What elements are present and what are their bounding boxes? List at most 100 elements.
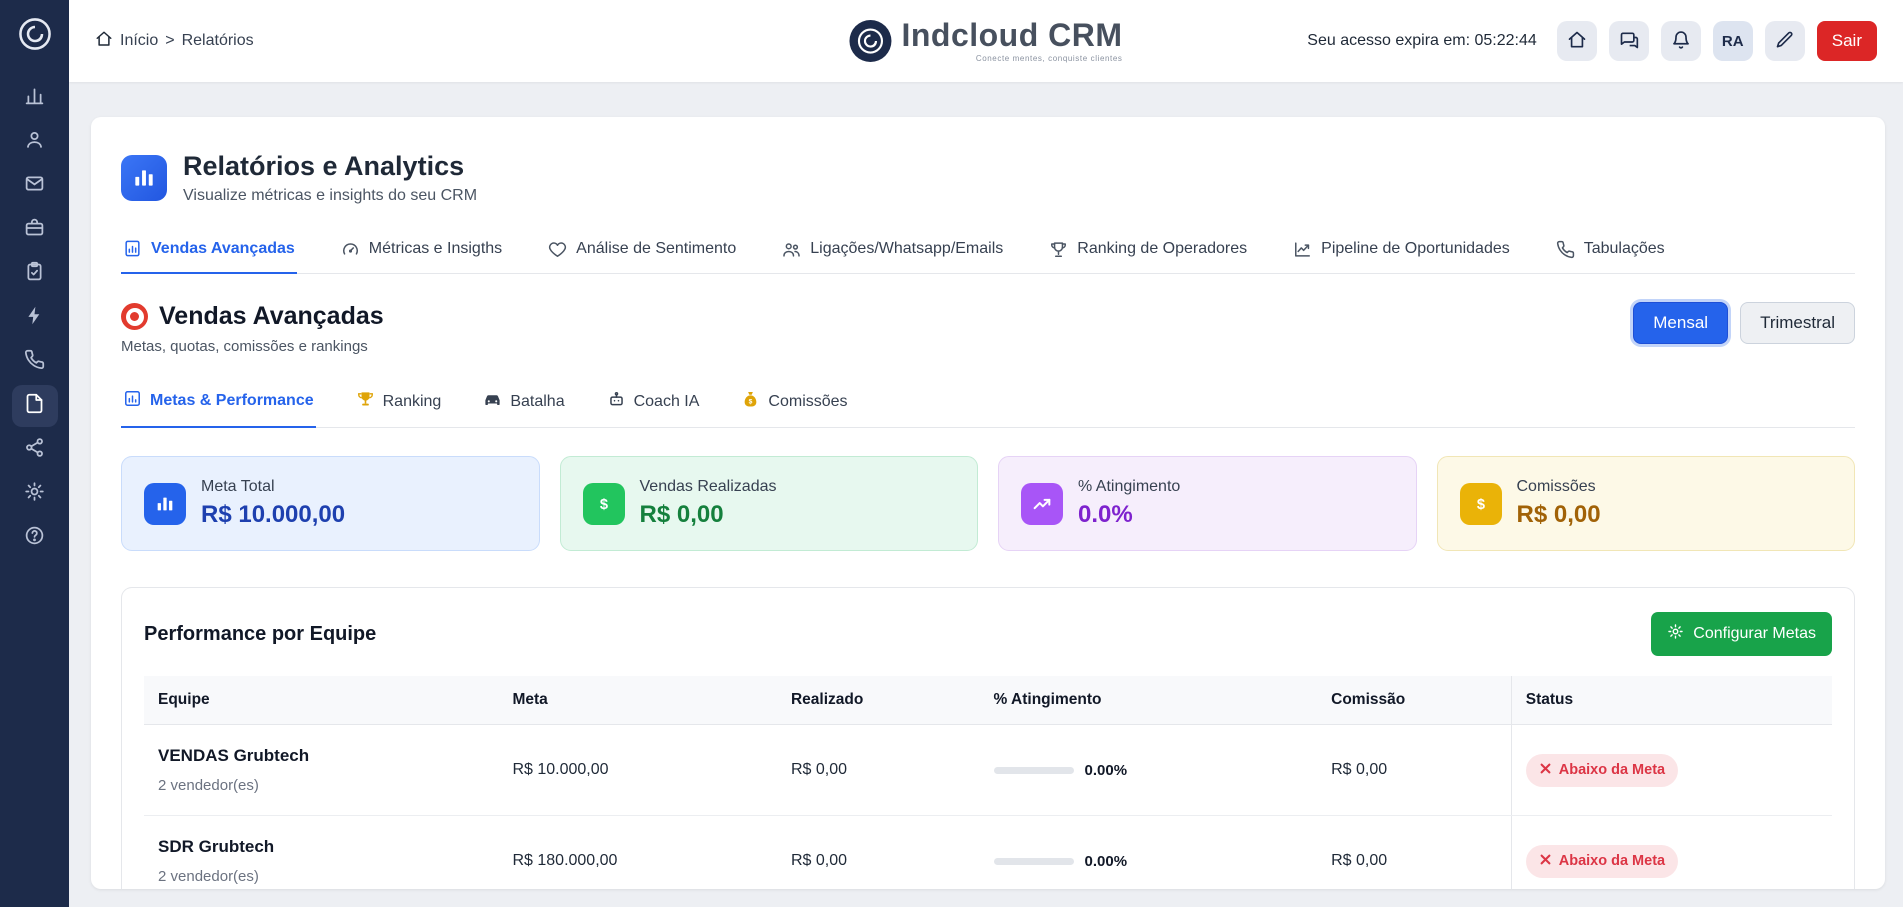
avatar[interactable]: RA: [1712, 21, 1753, 61]
brand-title: Indcloud CRM: [901, 17, 1123, 53]
users-icon: [782, 240, 801, 259]
cell-realizado: R$ 0,00: [776, 724, 980, 816]
reports-card: Relatórios e Analytics Visualize métrica…: [91, 117, 1885, 889]
user-icon: [24, 129, 45, 155]
breadcrumb-separator: >: [165, 32, 175, 49]
team-members: 2 vendedor(es): [158, 868, 259, 885]
subtab-label: Metas & Performance: [150, 392, 314, 409]
sales-section-subtitle: Metas, quotas, comissões e rankings: [121, 338, 368, 355]
page-subtitle: Visualize métricas e insights do seu CRM: [183, 187, 478, 204]
sidebar-item-reports[interactable]: [11, 385, 58, 427]
bar-chart-icon: [24, 85, 45, 111]
sub-tabs: Metas & Performance Ranking Batalha: [121, 381, 1855, 428]
cell-meta: R$ 180.000,00: [498, 815, 777, 889]
report-icon: [123, 239, 142, 258]
tab-vendas-avancadas[interactable]: Vendas Avançadas: [121, 229, 297, 274]
gauge-icon: [341, 240, 360, 259]
sidebar-item-business[interactable]: [12, 209, 58, 251]
period-mensal-button[interactable]: Mensal: [1633, 302, 1729, 344]
table-row: VENDAS Grubtech 2 vendedor(es) R$ 10.000…: [144, 724, 1832, 816]
sidebar-item-dashboard[interactable]: [12, 77, 58, 119]
status-badge: Abaixo da Meta: [1525, 753, 1679, 787]
main-tabs: Vendas Avançadas Métricas e Insigths Aná…: [121, 229, 1855, 274]
chat-button[interactable]: [1608, 21, 1649, 61]
home-button[interactable]: [1556, 21, 1597, 61]
col-equipe: Equipe: [144, 676, 499, 725]
cell-meta: R$ 10.000,00: [498, 724, 777, 816]
x-mark-icon: [1539, 853, 1552, 870]
page-header: Relatórios e Analytics Visualize métrica…: [121, 151, 1855, 205]
team-performance-table: Equipe Meta Realizado % Atingimento Comi…: [144, 676, 1832, 889]
edit-button[interactable]: [1764, 21, 1805, 61]
team-performance-panel: Performance por Equipe Configurar Metas: [121, 587, 1855, 889]
tab-label: Tabulações: [1583, 240, 1665, 257]
dollar-icon: $: [582, 482, 625, 525]
cell-realizado: R$ 0,00: [776, 815, 980, 889]
subtab-batalha[interactable]: Batalha: [481, 381, 566, 427]
progress: 0.00%: [993, 853, 1304, 870]
tab-ligacoes-whatsapp-emails[interactable]: Ligações/Whatsapp/Emails: [780, 229, 1005, 273]
sidebar-item-settings[interactable]: [12, 473, 58, 515]
table-header-row: Equipe Meta Realizado % Atingimento Comi…: [144, 676, 1832, 725]
table-row: SDR Grubtech 2 vendedor(es) R$ 180.000,0…: [144, 815, 1832, 889]
stat-label: Comissões: [1516, 478, 1596, 495]
brand-logo-icon: [849, 20, 892, 62]
stat-card-comissoes: $ Comissões R$ 0,00: [1436, 456, 1855, 551]
car-icon: [483, 390, 502, 414]
tab-pipeline-oportunidades[interactable]: Pipeline de Oportunidades: [1291, 229, 1512, 273]
team-performance-title: Performance por Equipe: [144, 622, 377, 645]
col-meta: Meta: [498, 676, 777, 725]
heart-icon: [548, 240, 567, 259]
breadcrumb-home[interactable]: Início: [120, 32, 159, 49]
bell-icon: [1671, 30, 1691, 53]
period-trimestral-button[interactable]: Trimestral: [1740, 302, 1855, 344]
breadcrumb-current: Relatórios: [181, 32, 254, 49]
tab-label: Vendas Avançadas: [151, 239, 295, 257]
subtab-coach-ia[interactable]: Coach IA: [605, 381, 702, 427]
gear-icon: [24, 481, 45, 507]
subtab-comissoes[interactable]: $ Comissões: [739, 381, 849, 427]
stat-value: R$ 0,00: [1516, 501, 1601, 528]
tab-label: Métricas e Insigths: [368, 240, 503, 257]
stat-card-vendas-realizadas: $ Vendas Realizadas R$ 0,00: [559, 456, 978, 551]
team-name: VENDAS Grubtech: [158, 746, 310, 765]
topbar: Início > Relatórios Indcloud CRM Conecte…: [69, 0, 1903, 82]
subtab-metas-performance[interactable]: Metas & Performance: [121, 381, 316, 428]
trophy-icon: [1049, 240, 1068, 259]
configure-goals-label: Configurar Metas: [1693, 625, 1816, 642]
sidebar-item-contacts[interactable]: [12, 121, 58, 163]
sidebar-item-help[interactable]: [12, 517, 58, 559]
help-icon: [24, 525, 45, 551]
sidebar-item-integrations[interactable]: [12, 429, 58, 471]
stat-label: Vendas Realizadas: [639, 478, 777, 495]
cell-comissao: R$ 0,00: [1317, 815, 1512, 889]
sidebar-item-mail[interactable]: [12, 165, 58, 207]
logout-button[interactable]: Sair: [1816, 21, 1877, 61]
subtab-label: Ranking: [382, 392, 442, 410]
col-status: Status: [1510, 676, 1832, 725]
mail-icon: [24, 173, 45, 199]
x-mark-icon: [1539, 762, 1552, 779]
network-icon: [24, 437, 45, 463]
sidebar-item-calls[interactable]: [12, 341, 58, 383]
sidebar-item-automation[interactable]: [12, 297, 58, 339]
tab-tabulacoes[interactable]: Tabulações: [1554, 229, 1667, 273]
sidebar-item-tasks[interactable]: [12, 253, 58, 295]
svg-text:$: $: [1476, 497, 1484, 513]
phone-icon: [1556, 240, 1575, 259]
subtab-label: Batalha: [510, 392, 565, 410]
subtab-ranking[interactable]: Ranking: [354, 381, 444, 427]
tab-metricas-insights[interactable]: Métricas e Insigths: [339, 229, 504, 273]
tab-analise-sentimento[interactable]: Análise de Sentimento: [546, 229, 738, 273]
page-title: Relatórios e Analytics: [183, 151, 465, 181]
notifications-button[interactable]: [1660, 21, 1701, 61]
stat-label: % Atingimento: [1078, 478, 1181, 495]
home-icon: [95, 30, 113, 53]
robot-icon: [607, 390, 626, 414]
configure-goals-button[interactable]: Configurar Metas: [1651, 612, 1832, 656]
breadcrumb: Início > Relatórios: [95, 30, 254, 53]
tab-ranking-operadores[interactable]: Ranking de Operadores: [1047, 229, 1249, 273]
status-label: Abaixo da Meta: [1558, 853, 1666, 869]
cell-comissao: R$ 0,00: [1317, 724, 1512, 816]
